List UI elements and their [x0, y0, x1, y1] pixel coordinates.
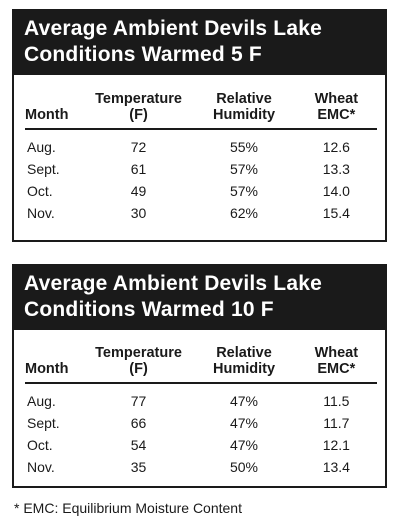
table-panel-warmed-10f: Average Ambient Devils Lake Conditions W…: [12, 264, 387, 488]
cell-emc: 13.3: [322, 161, 350, 177]
table-panel-warmed-5f: Average Ambient Devils Lake Conditions W…: [12, 9, 387, 242]
cell-emc: 13.4: [322, 459, 350, 475]
cell-humidity: 50%: [229, 459, 259, 475]
cell-temperature: 66: [130, 415, 147, 431]
table-header-row: Month Temperature (F) Relative Humidity Wh…: [25, 75, 377, 130]
panel-title: Average Ambient Devils Lake Conditions W…: [14, 11, 385, 75]
cell-temperature: 72: [130, 139, 147, 155]
cell-emc: 12.6: [322, 139, 350, 155]
cell-temperature: 30: [130, 205, 147, 221]
cell-emc: 11.7: [323, 415, 350, 431]
cell-month: Sept.: [27, 415, 60, 431]
cell-emc: 11.5: [323, 393, 350, 409]
cell-emc: 15.4: [322, 205, 350, 221]
cell-month: Aug.: [27, 139, 56, 155]
cell-humidity: 57%: [229, 161, 259, 177]
panel-title-line-1: Average Ambient Devils Lake: [24, 17, 322, 40]
cell-humidity: 47%: [229, 415, 259, 431]
cell-month: Nov.: [27, 205, 55, 221]
table-row: Sept. 61 57% 13.3: [25, 158, 377, 180]
cell-temperature: 77: [130, 393, 147, 409]
cell-humidity: 57%: [229, 183, 259, 199]
table-row: Nov. 30 62% 15.4: [25, 202, 377, 224]
conditions-table: Month Temperature (F) Relative Humidity Wh…: [25, 330, 377, 478]
cell-humidity: 55%: [229, 139, 259, 155]
cell-humidity: 62%: [229, 205, 259, 221]
conditions-table: Month Temperature (F) Relative Humidity Wh…: [25, 75, 377, 224]
header-emc: Wheat EMC*: [295, 330, 377, 384]
cell-temperature: 35: [130, 459, 147, 475]
cell-month: Aug.: [27, 393, 56, 409]
header-temperature: Temperature (F): [84, 75, 193, 130]
table-header-row: Month Temperature (F) Relative Humidity Wh…: [25, 330, 377, 384]
header-month: Month: [25, 330, 85, 384]
panel-title-line-2: Conditions Warmed 10 F: [24, 298, 274, 321]
panel-title: Average Ambient Devils Lake Conditions W…: [14, 266, 385, 330]
table-row: Sept. 66 47% 11.7: [25, 412, 377, 434]
header-month: Month: [25, 75, 85, 130]
header-temperature: Temperature (F): [84, 330, 193, 384]
cell-temperature: 49: [130, 183, 147, 199]
table-row: Oct. 49 57% 14.0: [25, 180, 377, 202]
footnote: * EMC: Equilibrium Moisture Content: [14, 500, 242, 516]
cell-humidity: 47%: [229, 437, 259, 453]
cell-humidity: 47%: [229, 393, 259, 409]
table-row: Oct. 54 47% 12.1: [25, 434, 377, 456]
cell-month: Nov.: [27, 459, 55, 475]
panel-title-line-2: Conditions Warmed 5 F: [24, 43, 262, 66]
cell-temperature: 61: [130, 161, 147, 177]
cell-emc: 12.1: [322, 437, 350, 453]
header-humidity: Relative Humidity: [192, 75, 296, 130]
table-row: Aug. 72 55% 12.6: [25, 129, 377, 158]
cell-temperature: 54: [130, 437, 147, 453]
cell-month: Oct.: [27, 183, 53, 199]
table-row: Nov. 35 50% 13.4: [25, 456, 377, 478]
cell-month: Sept.: [27, 161, 60, 177]
cell-month: Oct.: [27, 437, 53, 453]
cell-emc: 14.0: [322, 183, 350, 199]
table-row: Aug. 77 47% 11.5: [25, 383, 377, 412]
header-humidity: Relative Humidity: [192, 330, 296, 384]
panel-title-line-1: Average Ambient Devils Lake: [24, 272, 322, 295]
header-emc: Wheat EMC*: [295, 75, 377, 130]
